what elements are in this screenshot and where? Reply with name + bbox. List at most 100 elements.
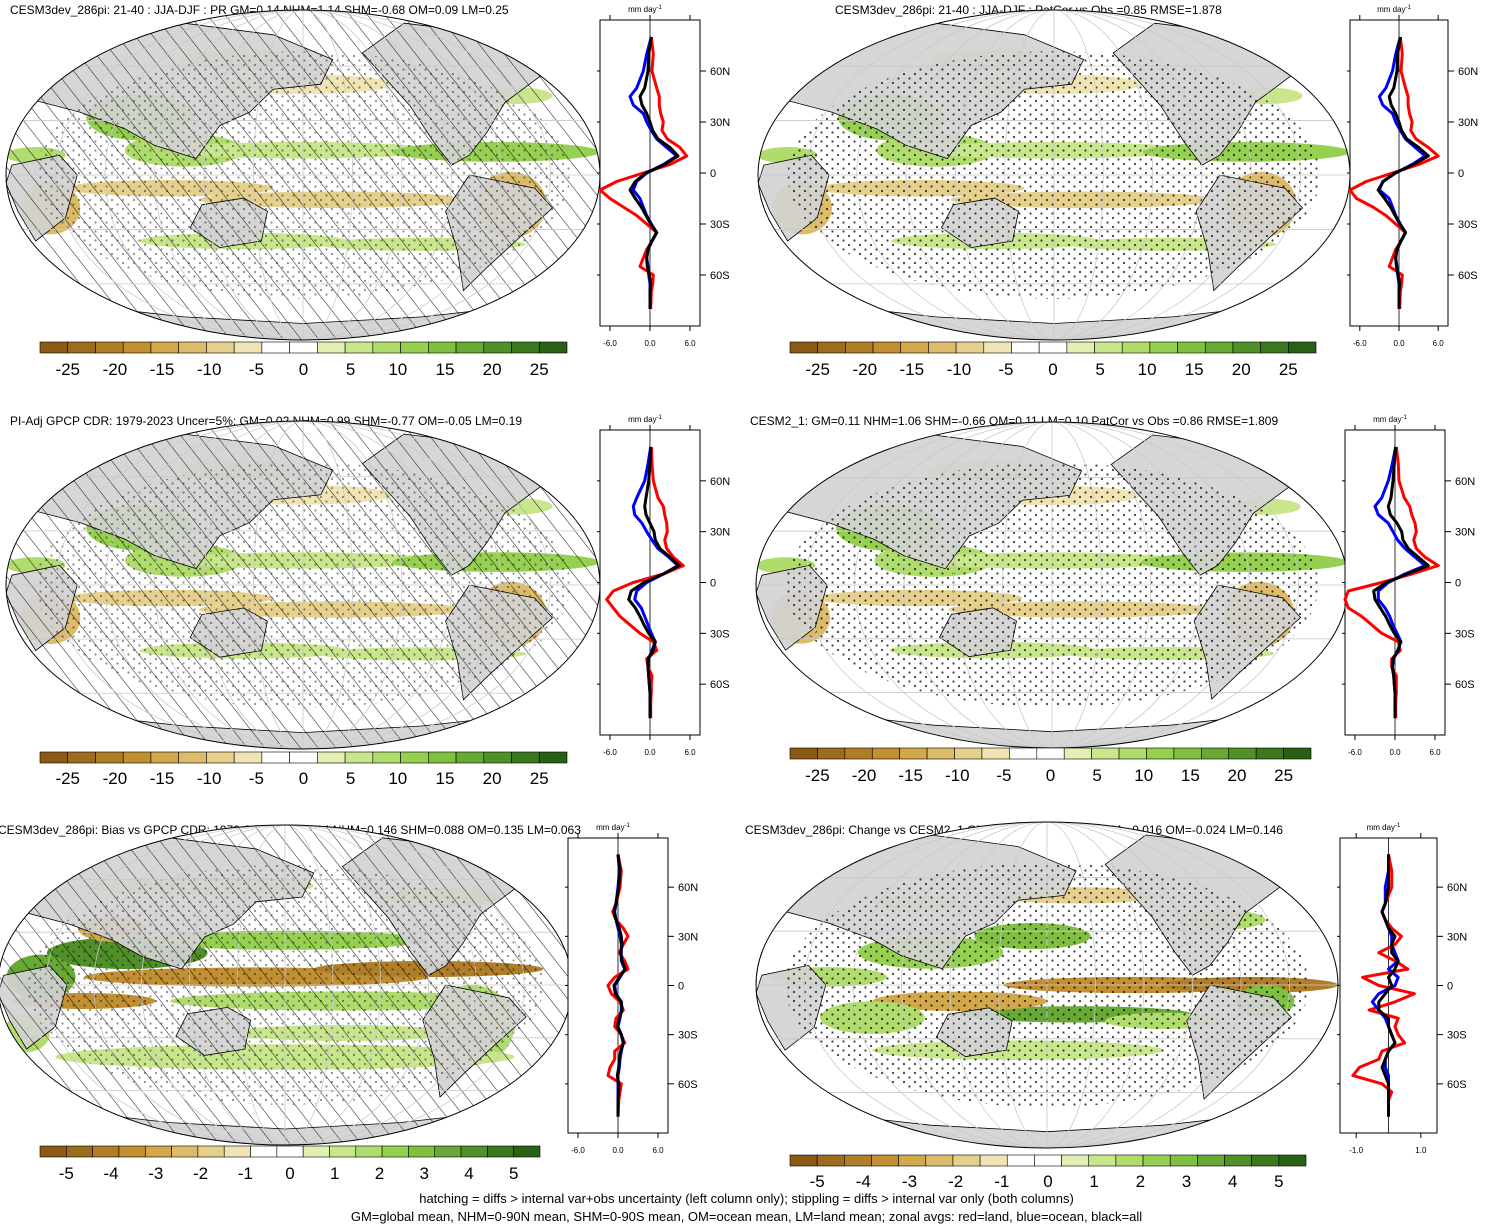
colorbar-swatch	[400, 751, 429, 764]
colorbar-tick-label: 3	[1182, 1172, 1191, 1191]
colorbar-tick-label: -15	[150, 360, 175, 379]
panel-title: PI-Adj GPCP CDR: 1979-2023 Uncer=5%: GM=…	[10, 414, 522, 428]
zonal-line-all	[628, 36, 680, 309]
zonal-x-label: 6.0	[684, 339, 696, 348]
colorbar-tick-label: -20	[852, 360, 877, 379]
zonal-unit: mm day-1	[628, 5, 662, 14]
zonal-x-label: -6.0	[603, 339, 617, 348]
colorbar-tick-label: 20	[483, 769, 502, 788]
graticule-lon	[253, 421, 353, 749]
colorbar-swatch	[1118, 747, 1147, 760]
colorbar-tick-label: 1	[1089, 1172, 1098, 1191]
colorbar-swatch	[1038, 341, 1068, 354]
colorbar-swatch	[460, 1145, 488, 1158]
colorbar-swatch	[344, 341, 374, 354]
colorbar: -25 -20 -15 -10 -5 0 5 10 15 20 25	[39, 751, 568, 788]
colorbar-swatch	[1232, 341, 1261, 354]
lat-label: 0	[710, 578, 716, 590]
colorbar-swatch	[1177, 341, 1206, 354]
colorbar-swatch	[344, 751, 374, 764]
colorbar-tick-label: -10	[945, 766, 970, 785]
colorbar-tick-label: -5	[810, 1172, 825, 1191]
colorbar-swatch	[223, 1145, 251, 1158]
colorbar-swatch	[483, 341, 512, 354]
map	[756, 422, 1348, 748]
colorbar-swatch	[1094, 341, 1123, 354]
colorbar-swatch	[1169, 1154, 1198, 1167]
panel-p1: CESM3dev_286pi: 21-40 : JJA-DJF : PR GM=…	[5, 3, 730, 379]
lat-label: 60S	[710, 270, 730, 282]
graticule-lon	[854, 422, 1250, 748]
zonal-x-label: 6.0	[684, 748, 696, 757]
lat-label: 30N	[678, 931, 698, 943]
colorbar-swatch	[1288, 341, 1317, 354]
zonal-line-all	[612, 854, 627, 1117]
colorbar-swatch	[92, 1145, 120, 1158]
colorbar-swatch	[789, 1154, 818, 1167]
colorbar-swatch	[261, 341, 290, 354]
zonal-x-label: 0.0	[1393, 339, 1405, 348]
zonal-x-label: -1.0	[1349, 1146, 1363, 1155]
colorbar-tick-label: 1	[330, 1164, 339, 1183]
colorbar-swatch	[434, 1145, 462, 1158]
colorbar-swatch	[538, 341, 568, 354]
colorbar-tick-label: -2	[193, 1164, 208, 1183]
colorbar-tick-label: 3	[419, 1164, 428, 1183]
colorbar-swatch	[1197, 1154, 1225, 1167]
lat-label: 60N	[1455, 476, 1475, 488]
colorbar-swatch	[513, 1145, 541, 1158]
lat-label: 60N	[678, 882, 698, 894]
colorbar-swatch	[355, 1145, 383, 1158]
colorbar-swatch	[1204, 341, 1234, 354]
lat-label: 30N	[1455, 527, 1475, 539]
footer-line-2: GM=global mean, NHM=0-90N mean, SHM=0-90…	[350, 1209, 1143, 1224]
colorbar-swatch	[261, 751, 290, 764]
lat-label: 60N	[710, 476, 730, 488]
zonal-x-label: -6.0	[571, 1146, 585, 1155]
colorbar-tick-label: -10	[197, 769, 222, 788]
graticule-lon	[1004, 10, 1104, 340]
colorbar-tick-label: 25	[530, 360, 549, 379]
colorbar-swatch	[952, 1154, 981, 1167]
lat-label: 60S	[678, 1079, 698, 1091]
colorbar-tick-label: -5	[996, 766, 1011, 785]
graticule-lon	[189, 825, 381, 1145]
colorbar-tick-label: 2	[375, 1164, 384, 1183]
colorbar-swatch	[250, 1145, 278, 1158]
graticule-lon	[807, 10, 1301, 340]
colorbar-tick-label: -20	[852, 766, 877, 785]
colorbar-swatch	[844, 1154, 872, 1167]
colorbar-tick-label: 0	[1043, 1172, 1052, 1191]
colorbar-swatch	[233, 751, 263, 764]
lat-label: 30S	[678, 1030, 698, 1042]
colorbar-swatch	[789, 747, 818, 760]
graticule-lon	[804, 822, 1290, 1148]
graticule-lon	[55, 10, 551, 340]
graticule-lon	[953, 422, 1151, 748]
graticule-lon	[104, 10, 502, 340]
colorbar-swatch	[317, 341, 346, 354]
colorbar-tick-label: -4	[856, 1172, 871, 1191]
colorbar-swatch	[1088, 1154, 1117, 1167]
colorbar-swatch	[289, 341, 318, 354]
colorbar-swatch	[122, 751, 152, 764]
colorbar-tick-label: -20	[103, 360, 128, 379]
lat-label: 30S	[1458, 219, 1478, 231]
zonal-unit: mm day-1	[1367, 823, 1401, 832]
colorbar-tick-label: 10	[1134, 766, 1153, 785]
colorbar: -25 -20 -15 -10 -5 0 5 10 15 20 25	[39, 341, 568, 379]
colorbar-tick-label: 5	[1092, 766, 1101, 785]
colorbar-swatch	[816, 1154, 845, 1167]
colorbar-tick-label: -3	[148, 1164, 163, 1183]
zonal-x-label: -6.0	[1353, 339, 1367, 348]
panel-title: CESM3dev_286pi: 21-40 : JJA-DJF : PatCor…	[835, 3, 1222, 17]
colorbar-swatch	[1278, 1154, 1307, 1167]
map	[756, 822, 1338, 1148]
colorbar-swatch	[844, 747, 873, 760]
colorbar-swatch	[67, 751, 96, 764]
colorbar-swatch	[171, 1145, 199, 1158]
zonal-x-label: -6.0	[1348, 748, 1362, 757]
zonal-x-label: -6.0	[603, 748, 617, 757]
colorbar-tick-label: -2	[948, 1172, 963, 1191]
lat-label: 30N	[710, 117, 730, 129]
